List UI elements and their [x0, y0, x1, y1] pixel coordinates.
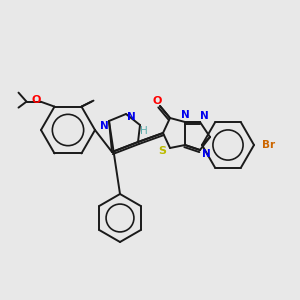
Text: H: H — [140, 127, 147, 136]
Text: N: N — [127, 112, 135, 122]
Text: S: S — [158, 146, 166, 156]
Text: N: N — [202, 149, 210, 159]
Text: N: N — [100, 121, 108, 131]
Text: N: N — [181, 110, 189, 120]
Text: N: N — [200, 111, 208, 121]
Text: Br: Br — [262, 140, 275, 150]
Text: O: O — [32, 94, 41, 105]
Text: O: O — [152, 96, 162, 106]
